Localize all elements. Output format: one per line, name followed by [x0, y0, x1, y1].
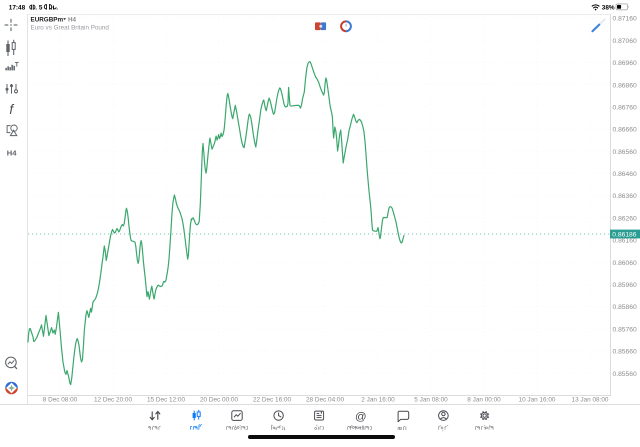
svg-text:0.86360: 0.86360 — [613, 193, 637, 200]
svg-text:0.86460: 0.86460 — [613, 171, 637, 178]
svg-text:0.86560: 0.86560 — [613, 149, 637, 156]
svg-text:0.85760: 0.85760 — [613, 326, 637, 333]
svg-text:.: . — [51, 5, 53, 12]
svg-text:f: f — [9, 102, 14, 117]
svg-text:0.87060: 0.87060 — [613, 38, 637, 45]
svg-text:5 Jan 08:00: 5 Jan 08:00 — [414, 397, 448, 404]
svg-text:0.85960: 0.85960 — [613, 282, 637, 289]
svg-text:38%: 38% — [602, 5, 615, 12]
svg-text:0.85660: 0.85660 — [613, 349, 637, 356]
svg-text:2 Jan 16:00: 2 Jan 16:00 — [361, 397, 395, 404]
svg-text:8 Jan 00:00: 8 Jan 00:00 — [467, 397, 501, 404]
svg-text:20 Dec 00:00: 20 Dec 00:00 — [200, 397, 238, 404]
svg-text:0.86160: 0.86160 — [613, 238, 637, 245]
svg-text:12 Dec 20:00: 12 Dec 20:00 — [94, 397, 132, 404]
svg-text:EURGBPm: EURGBPm — [31, 16, 64, 23]
svg-text:0.86060: 0.86060 — [613, 260, 637, 267]
svg-text:0.85560: 0.85560 — [613, 371, 637, 378]
svg-text:. 5: . 5 — [35, 5, 43, 12]
svg-text:10 Jan 16:00: 10 Jan 16:00 — [519, 397, 556, 404]
svg-text:.: . — [56, 5, 58, 12]
svg-text:Euro vs Great Britain Pound: Euro vs Great Britain Pound — [31, 24, 110, 31]
svg-text:0.86960: 0.86960 — [613, 60, 637, 67]
svg-text:8 Dec 08:00: 8 Dec 08:00 — [43, 397, 78, 404]
svg-text:0.86760: 0.86760 — [613, 105, 637, 112]
svg-text:H4: H4 — [68, 16, 77, 23]
svg-text:0.86260: 0.86260 — [613, 215, 637, 222]
svg-text:0.86860: 0.86860 — [613, 82, 637, 89]
svg-text:22 Dec 16:00: 22 Dec 16:00 — [253, 397, 291, 404]
svg-text:17:48: 17:48 — [9, 5, 26, 12]
svg-text:0.87160: 0.87160 — [613, 16, 637, 23]
svg-text:H4: H4 — [7, 148, 17, 157]
svg-text:15 Dec 12:00: 15 Dec 12:00 — [147, 397, 185, 404]
svg-text:28 Dec 04:00: 28 Dec 04:00 — [306, 397, 344, 404]
svg-text:0.86660: 0.86660 — [613, 127, 637, 134]
svg-text:0.86186: 0.86186 — [612, 232, 636, 239]
svg-text:@: @ — [355, 411, 367, 423]
svg-text:13 Jan 08:00: 13 Jan 08:00 — [572, 397, 609, 404]
svg-text:0.85860: 0.85860 — [613, 304, 637, 311]
